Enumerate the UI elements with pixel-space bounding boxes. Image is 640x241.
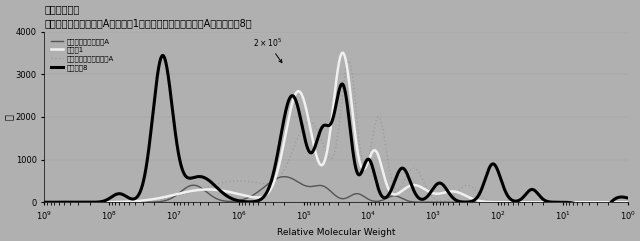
インスタントコーヒーA <box>390 185 398 188</box>
本発明品8 <box>420 198 428 201</box>
濃縮コーヒーエキスA <box>147 201 154 204</box>
本発明品8 <box>147 135 154 138</box>
インスタントコーヒーA <box>520 201 528 204</box>
インスタントコーヒーA <box>345 60 353 62</box>
Line: 本発明品8: 本発明品8 <box>44 55 628 217</box>
Line: 比較品1: 比較品1 <box>44 53 628 202</box>
本発明品8 <box>476 192 484 194</box>
Legend: 濃縮コーヒーエキスA, 比較品1, インスタントコーヒーA, 本発明品8: 濃縮コーヒーエキスA, 比較品1, インスタントコーヒーA, 本発明品8 <box>48 35 116 74</box>
本発明品8 <box>520 195 528 198</box>
インスタントコーヒーA <box>264 182 271 185</box>
本発明品8 <box>264 190 271 193</box>
本発明品8 <box>624 197 632 200</box>
比較品1 <box>420 187 428 190</box>
濃縮コーヒーエキスA <box>390 194 398 197</box>
本発明品8 <box>390 181 398 184</box>
比較品1 <box>40 201 48 204</box>
インスタントコーヒーA <box>420 181 428 184</box>
濃縮コーヒーエキスA <box>476 201 484 204</box>
X-axis label: Relative Molecular Weight: Relative Molecular Weight <box>277 228 396 237</box>
濃縮コーヒーエキスA <box>40 201 48 204</box>
Line: インスタントコーヒーA: インスタントコーヒーA <box>44 61 628 202</box>
Line: 濃縮コーヒーエキスA: 濃縮コーヒーエキスA <box>44 177 628 202</box>
比較品1 <box>476 200 484 202</box>
濃縮コーヒーエキスA <box>520 201 528 204</box>
比較品1 <box>520 201 528 204</box>
比較品1 <box>390 193 398 196</box>
濃縮コーヒーエキスA <box>280 175 288 178</box>
Y-axis label: 量: 量 <box>4 114 14 120</box>
濃縮コーヒーエキスA <box>264 183 271 186</box>
インスタントコーヒーA <box>476 194 484 196</box>
比較品1 <box>147 198 154 201</box>
インスタントコーヒーA <box>40 201 48 204</box>
濃縮コーヒーエキスA <box>420 201 428 204</box>
比較品1 <box>264 192 271 195</box>
本発明品8 <box>40 201 48 204</box>
インスタントコーヒーA <box>147 199 154 202</box>
濃縮コーヒーエキスA <box>624 201 632 204</box>
本発明品8 <box>592 216 600 219</box>
Text: 分子量分布図
（濃縮コーヒーエキスA、比較品1、インスタントコーヒーA、本発明品8）: 分子量分布図 （濃縮コーヒーエキスA、比較品1、インスタントコーヒーA、本発明品… <box>44 4 252 28</box>
比較品1 <box>624 201 632 204</box>
Text: $2\times10^5$: $2\times10^5$ <box>253 36 282 63</box>
本発明品8 <box>159 54 166 57</box>
比較品1 <box>339 51 346 54</box>
インスタントコーヒーA <box>624 201 632 204</box>
